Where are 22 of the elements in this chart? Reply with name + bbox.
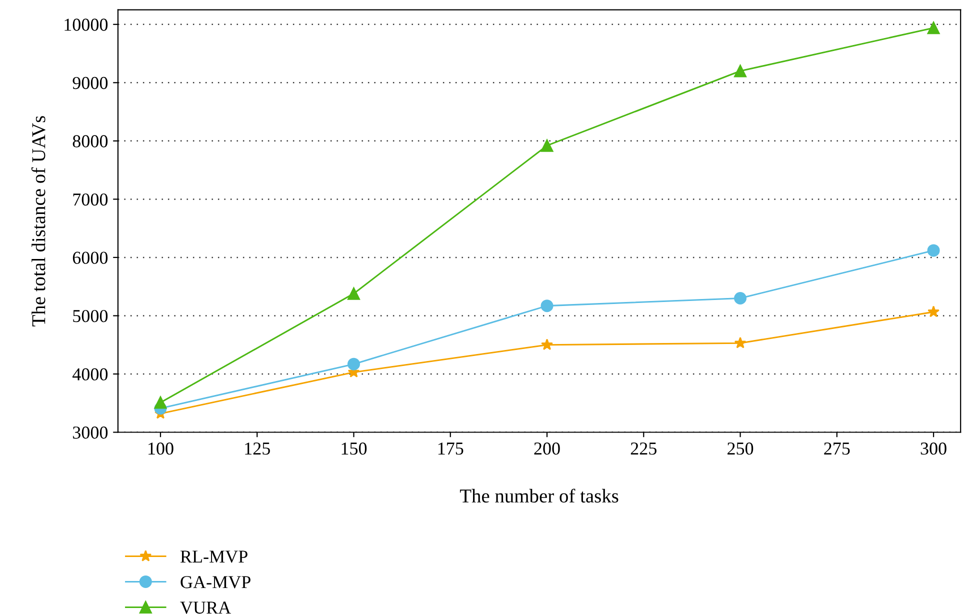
x-tick-label: 175 <box>438 442 464 455</box>
y-tick-label: 10000 <box>64 18 108 31</box>
x-tick-label: 125 <box>245 442 270 455</box>
x-tick-label: 275 <box>824 442 850 455</box>
x-tick-label: 300 <box>920 442 946 455</box>
y-tick-label: 7000 <box>73 193 108 206</box>
x-axis-title: The number of tasks <box>460 488 618 503</box>
legend-label: RL-MVP <box>180 550 248 563</box>
x-tick-label: 100 <box>148 442 174 455</box>
legend-label: VURA <box>180 602 231 614</box>
x-tick-label: 200 <box>534 442 560 455</box>
y-tick-label: 9000 <box>72 76 108 90</box>
y-tick-label: 3000 <box>72 426 108 439</box>
x-tick-label: 250 <box>728 442 754 455</box>
y-tick-label: 5000 <box>73 310 108 322</box>
x-tick-label: 225 <box>630 442 656 455</box>
legend-label: GA-MVP <box>180 576 250 588</box>
y-axis-title: The total distance of UAVs <box>31 116 46 326</box>
y-tick-label: 4000 <box>72 368 108 380</box>
x-tick-label: 150 <box>342 442 367 455</box>
y-tick-label: 6000 <box>72 252 108 264</box>
y-tick-label: 8000 <box>72 135 108 148</box>
